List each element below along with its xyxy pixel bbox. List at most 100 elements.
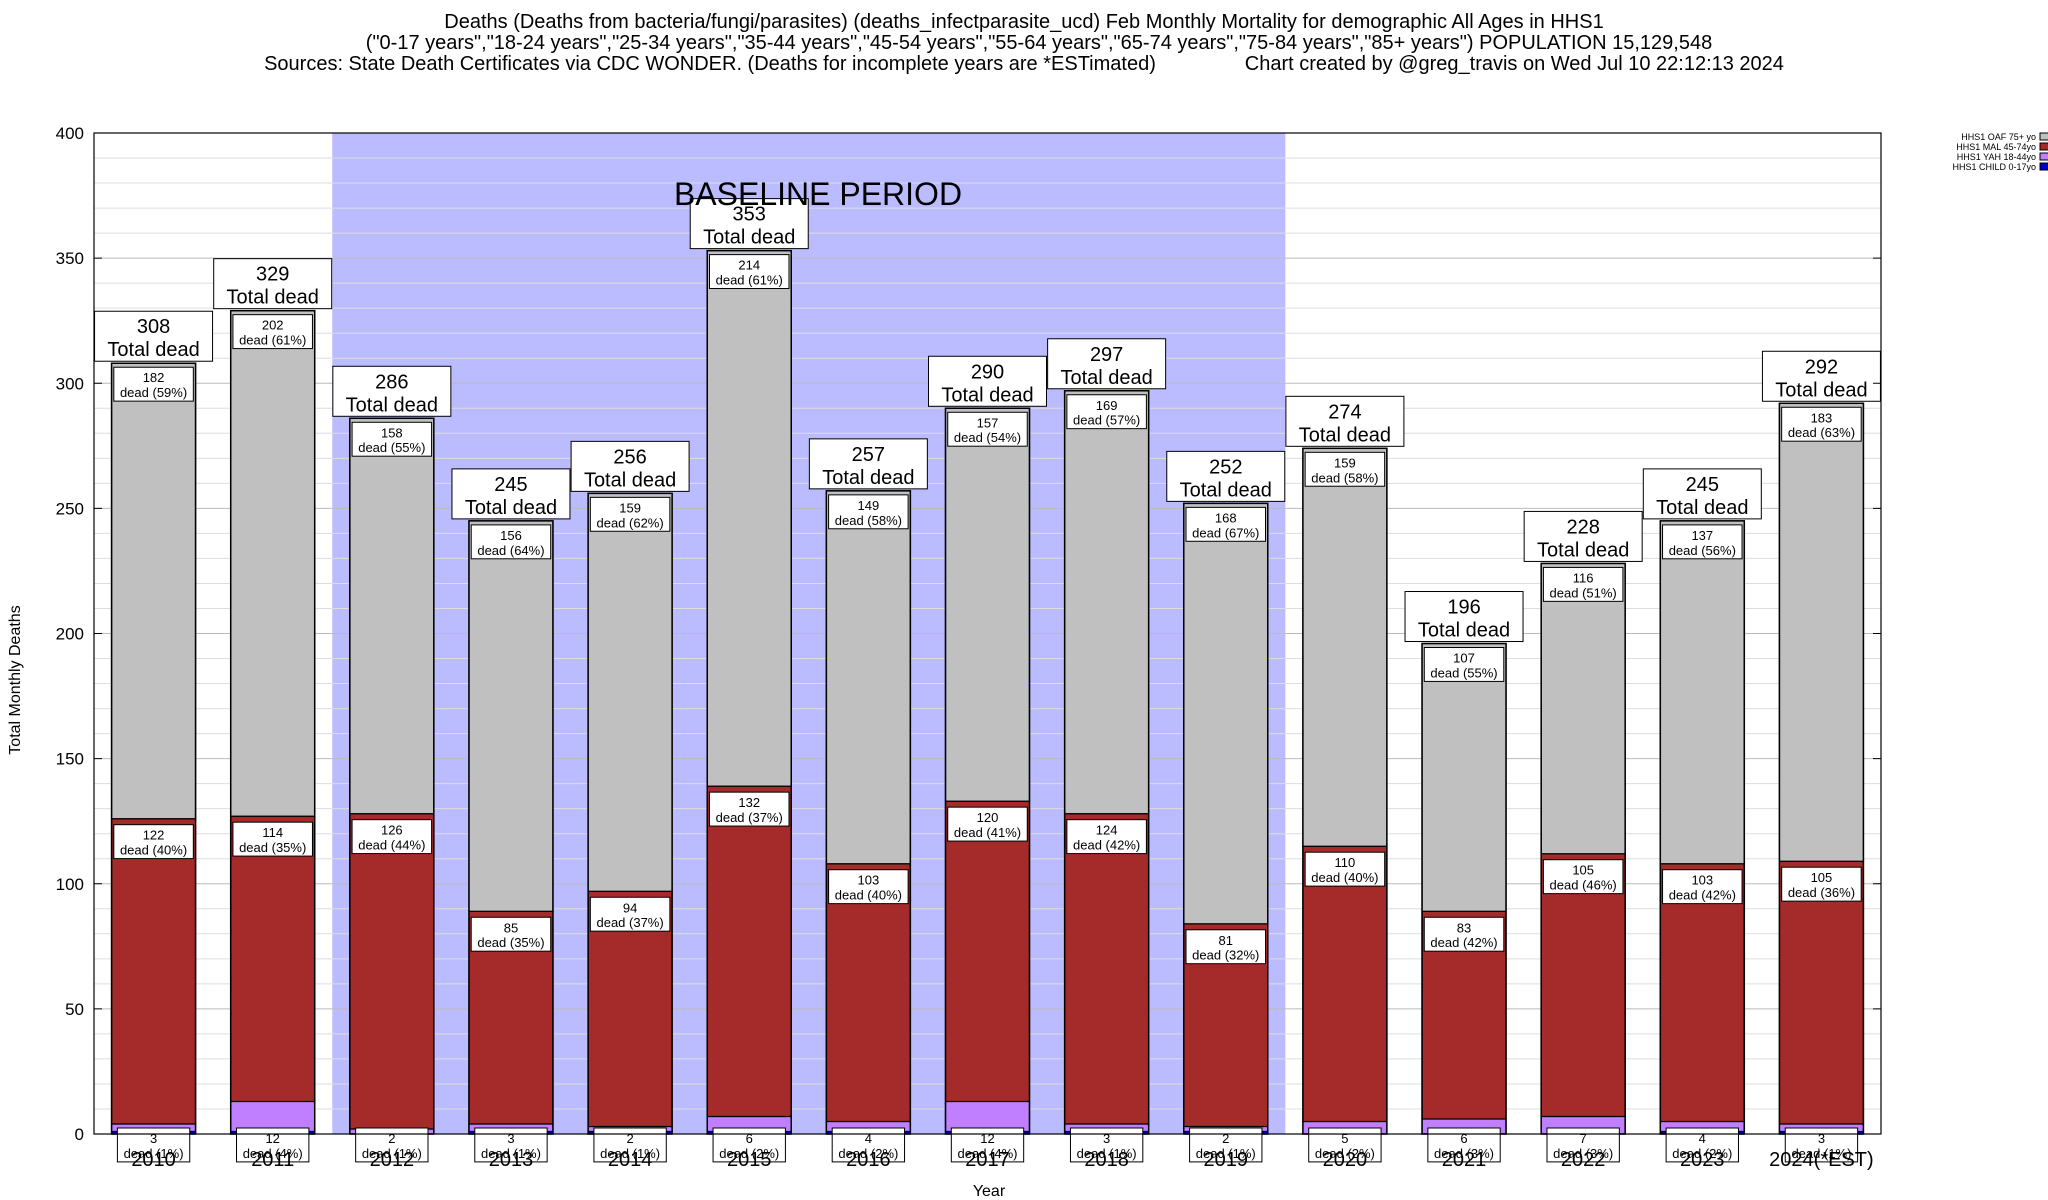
label-text: 329	[256, 264, 289, 286]
label-text: 3	[1103, 1131, 1110, 1146]
label-text: dead (58%)	[835, 513, 902, 528]
label-text: 159	[619, 500, 641, 515]
label-text: 308	[137, 316, 170, 338]
axes: 0 50 100 150 200 250 300 350 400 2010 2011 2012 2013…	[56, 124, 1881, 1171]
label-box	[1642, 468, 1762, 520]
bar-segment-mal	[944, 800, 1031, 1103]
label-box	[828, 494, 909, 530]
bar-segment-oaf	[1540, 562, 1626, 855]
bar-segment-mal	[1064, 813, 1150, 1125]
bar-segment-oaf	[110, 362, 197, 820]
label-text: 132	[738, 795, 760, 810]
bar-segment-mal	[349, 813, 435, 1130]
label-box	[1066, 394, 1147, 430]
label-text: dead (46%)	[1550, 878, 1617, 893]
label-text: 286	[375, 371, 408, 393]
label-text: 116	[1573, 570, 1594, 585]
label-text: dead (41%)	[954, 825, 1021, 840]
label-text: 2	[626, 1131, 633, 1146]
label-text: dead (56%)	[1669, 543, 1736, 558]
label-text: 228	[1566, 516, 1599, 538]
label-box	[1404, 591, 1524, 643]
label-text: dead (40%)	[1311, 870, 1378, 885]
label-text: 159	[1334, 455, 1356, 470]
legend-swatch-oaf	[2039, 132, 2048, 141]
y-tick-label: 50	[65, 1000, 84, 1019]
label-text: 6	[1460, 1131, 1467, 1146]
label-text: 274	[1328, 401, 1361, 423]
label-box	[928, 355, 1047, 407]
x-tick-label: 2018	[1084, 1149, 1129, 1171]
label-text: Total dead	[107, 339, 199, 361]
label-text: dead (55%)	[358, 440, 425, 455]
bar-segment-oaf	[587, 492, 673, 892]
bar-segment-mal	[230, 815, 316, 1103]
label-text: dead (35%)	[239, 840, 306, 855]
label-text: dead (1%)	[124, 1146, 184, 1161]
x-tick-label: 2017	[965, 1149, 1010, 1171]
bar-segment-oaf	[1778, 402, 1865, 862]
label-text: dead (67%)	[1192, 525, 1259, 540]
x-tick-label: 2014	[608, 1149, 653, 1171]
label-text: 292	[1805, 356, 1838, 378]
label-box	[1423, 647, 1505, 682]
label-text: Total dead	[1060, 367, 1152, 389]
label-text: dead (2%)	[1315, 1146, 1375, 1161]
label-text: 85	[504, 920, 518, 935]
label-text: dead (4%)	[243, 1146, 303, 1161]
label-text: 168	[1215, 510, 1237, 525]
label-text: dead (3%)	[1553, 1146, 1613, 1161]
label-text: Total dead	[1656, 497, 1748, 519]
label-text: dead (61%)	[716, 273, 783, 288]
label-box	[94, 310, 214, 362]
label-box	[570, 440, 690, 492]
label-box	[332, 365, 452, 417]
bar-segment-oaf	[1421, 642, 1507, 912]
label-text: dead (1%)	[1791, 1146, 1851, 1161]
label-text: 353	[733, 204, 766, 226]
y-tick-label: 350	[56, 249, 84, 268]
label-text: dead (37%)	[716, 810, 783, 825]
label-box	[232, 821, 313, 857]
bar-segment-oaf	[944, 407, 1031, 802]
label-text: Total dead	[346, 394, 438, 416]
label-box	[1304, 851, 1386, 887]
label-text: dead (42%)	[1430, 935, 1497, 950]
label-text: Total dead	[1299, 424, 1391, 446]
label-box	[113, 366, 194, 402]
label-text: Total dead	[822, 467, 914, 489]
label-text: dead (2%)	[838, 1146, 898, 1161]
label-box	[1047, 338, 1167, 390]
label-text: 120	[977, 810, 999, 825]
label-text: dead (1%)	[1196, 1146, 1256, 1161]
label-text: dead (61%)	[239, 333, 306, 348]
label-text: dead (2%)	[719, 1146, 779, 1161]
label-text: 6	[746, 1131, 753, 1146]
bar-segment-mal	[110, 818, 197, 1125]
